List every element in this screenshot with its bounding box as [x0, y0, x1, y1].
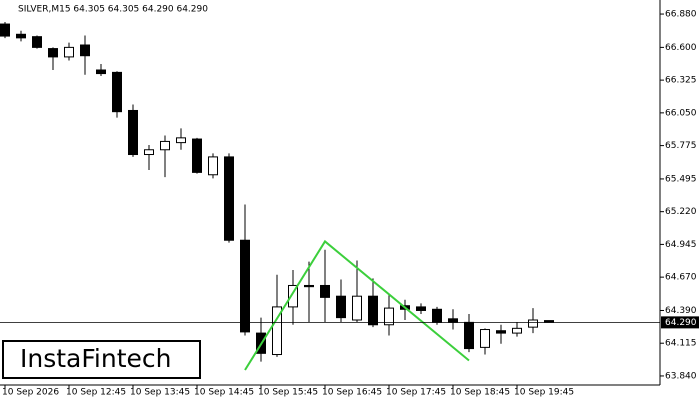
x-tick-label: 10 Sep 16:45 [322, 388, 382, 398]
candle-body [464, 321, 474, 350]
candle-body [352, 295, 362, 321]
candle-body [128, 109, 138, 156]
y-tick-label: 64.945 [665, 240, 697, 250]
candle-body [336, 295, 346, 319]
y-tick-label: 66.600 [665, 43, 697, 53]
candle-body [480, 329, 490, 348]
candle-body [320, 284, 330, 298]
x-tick-label: 10 Sep 17:45 [386, 388, 446, 398]
candle-body [160, 140, 170, 151]
y-tick-label: 65.220 [665, 207, 697, 217]
candle-body [512, 327, 522, 334]
candle-body [176, 137, 186, 144]
candle-body [64, 46, 74, 58]
candle-body [416, 306, 426, 311]
candle-body [368, 295, 378, 326]
candle-body [240, 239, 250, 333]
y-tick-label: 66.880 [665, 10, 697, 20]
candle-body [112, 71, 122, 113]
chart-title: SILVER,M15 64.305 64.305 64.290 64.290 [18, 5, 208, 15]
x-tick-label: 10 Sep 19:45 [514, 388, 574, 398]
x-tick-label: 10 Sep 18:45 [450, 388, 510, 398]
x-tick-label: 10 Sep 15:45 [258, 388, 318, 398]
logo-box [2, 340, 201, 379]
y-tick-label: 64.115 [665, 339, 697, 349]
x-tick-label: 10 Sep 13:45 [130, 388, 190, 398]
y-tick-label: 64.390 [665, 306, 697, 316]
candle-body [224, 156, 234, 241]
candle-body [208, 156, 218, 176]
candle-body [384, 307, 394, 326]
candle-body [192, 138, 202, 173]
candle-body [48, 48, 58, 58]
candle-body [32, 36, 42, 48]
x-tick-label: 10 Sep 2026 [2, 388, 59, 398]
candle-body [432, 308, 442, 323]
candle-body [496, 330, 506, 334]
pattern-line [244, 239, 470, 371]
plot: 66.880 66.600 66.325 66.050 65.775 65.495 65.2… [0, 10, 699, 398]
last-price-label: 64.290 [665, 318, 697, 328]
last-price-box [661, 316, 699, 329]
candle-body [144, 149, 154, 156]
y-tick-label: 65.775 [665, 141, 697, 151]
candle-body [80, 44, 90, 57]
candle-body [16, 33, 26, 39]
candle-body [96, 69, 106, 75]
logo: InstaFintech [20, 344, 172, 373]
candle-body [0, 23, 10, 37]
y-tick-label: 63.840 [665, 371, 697, 381]
x-tick-label: 10 Sep 14:45 [194, 388, 254, 398]
y-tick-label: 65.495 [665, 174, 697, 184]
x-tick-label: 10 Sep 12:45 [66, 388, 126, 398]
candle-body [304, 284, 314, 288]
candle-body [528, 319, 538, 328]
candle-body [288, 284, 298, 308]
candle-body [272, 306, 282, 356]
y-tick-label: 66.050 [665, 108, 697, 118]
y-tick-label: 66.325 [665, 76, 697, 86]
y-tick-label: 64.670 [665, 273, 697, 283]
candle-body [448, 318, 458, 323]
